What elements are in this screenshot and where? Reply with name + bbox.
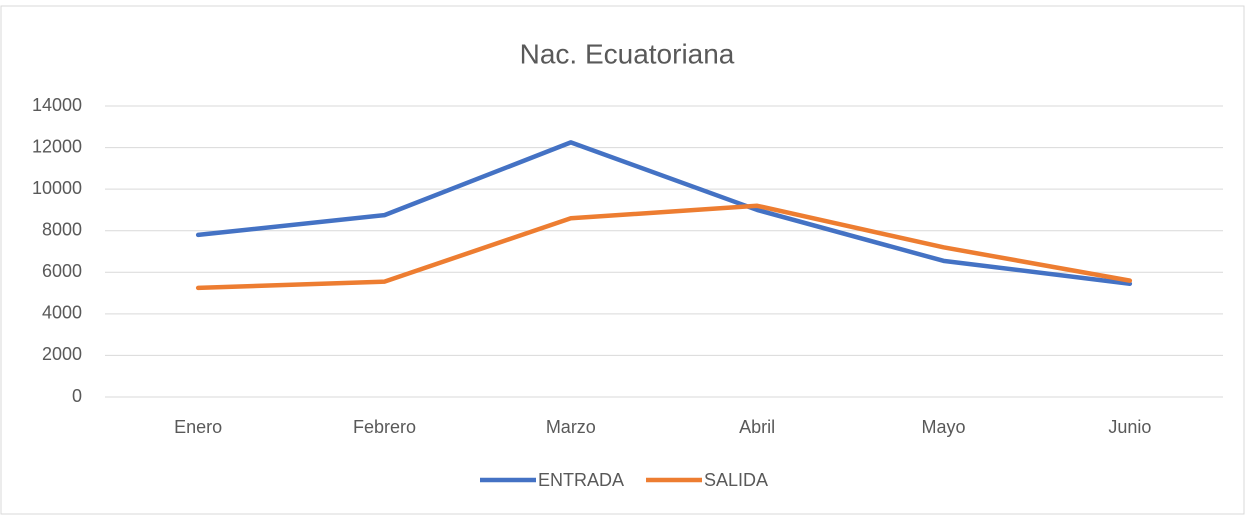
chart-border	[0, 5, 1245, 515]
y-tick-label: 12000	[32, 136, 82, 156]
y-tick-label: 4000	[42, 303, 82, 323]
y-tick-label: 10000	[32, 178, 82, 198]
series-line	[195, 203, 1133, 291]
x-tick-label: Enero	[174, 417, 222, 437]
y-tick-label: 0	[72, 386, 82, 406]
legend-label: ENTRADA	[538, 470, 624, 490]
x-tick-label: Abril	[739, 417, 775, 437]
series-line	[195, 140, 1133, 286]
x-tick-label: Marzo	[546, 417, 596, 437]
x-tick-label: Febrero	[353, 417, 416, 437]
y-tick-label: 8000	[42, 219, 82, 239]
y-tick-label: 14000	[32, 95, 82, 115]
x-tick-label: Junio	[1108, 417, 1151, 437]
chart-title: Nac. Ecuatoriana	[520, 38, 735, 69]
x-tick-label: Mayo	[921, 417, 965, 437]
y-tick-label: 2000	[42, 344, 82, 364]
legend-label: SALIDA	[704, 470, 768, 490]
y-tick-label: 6000	[42, 261, 82, 281]
